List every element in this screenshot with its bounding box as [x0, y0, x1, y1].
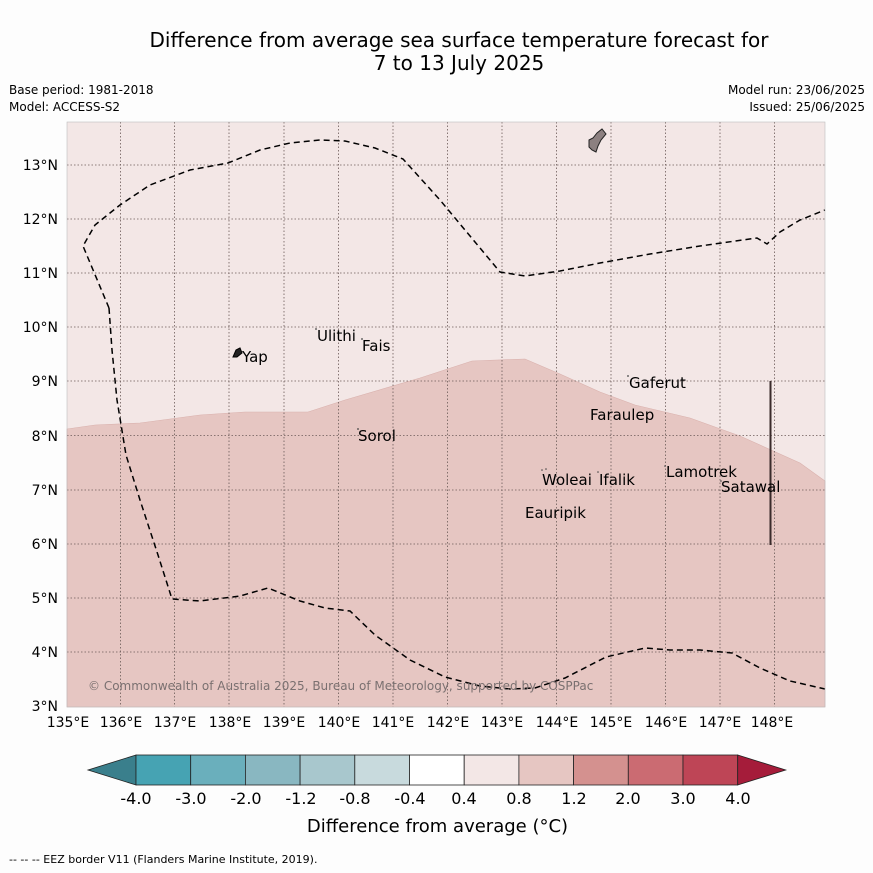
chart-title-line1: Difference from average sea surface temp…: [149, 28, 769, 52]
place-label: Faraulep: [590, 406, 654, 424]
yap-island: [232, 347, 243, 358]
colorbar-tick-label: 4.0: [725, 789, 751, 808]
place-label: Lamotrek: [666, 463, 737, 481]
lat-tick-label: 3°N: [32, 699, 58, 715]
lat-tick-label: 12°N: [23, 212, 58, 228]
chart-title-line2: 7 to 13 July 2025: [373, 51, 545, 75]
model-name: Model: ACCESS-S2: [9, 100, 121, 114]
copyright-watermark: © Commonwealth of Australia 2025, Bureau…: [88, 679, 593, 693]
lat-tick-label: 13°N: [23, 158, 58, 174]
atoll-markers: [315, 328, 722, 482]
colorbar-segment: [463, 754, 520, 786]
lon-tick-label: 138°E: [209, 715, 252, 731]
lon-tick-label: 143°E: [481, 715, 524, 731]
lon-tick-label: 144°E: [536, 715, 579, 731]
colorbar-segment: [518, 754, 575, 786]
place-label: Sorol: [358, 427, 396, 445]
colorbar-segment: [244, 754, 301, 786]
colorbar-segment: [190, 754, 246, 786]
place-label: Fais: [362, 337, 391, 355]
lat-tick-label: 8°N: [32, 429, 58, 445]
colorbar: [86, 754, 788, 786]
colorbar-tick-label: 2.0: [615, 789, 641, 808]
guam-island: [588, 128, 607, 153]
lon-tick-label: 140°E: [318, 715, 361, 731]
lon-tick-label: 145°E: [590, 715, 633, 731]
colorbar-segment: [135, 754, 192, 786]
colorbar-segment: [573, 754, 629, 786]
colorbar-tick-label: 1.2: [561, 789, 587, 808]
colorbar-tick-label: -0.8: [339, 789, 371, 808]
colorbar-segment: [682, 754, 739, 786]
colorbar-segment: [627, 754, 684, 786]
lon-tick-label: 146°E: [645, 715, 688, 731]
lon-tick-label: 147°E: [699, 715, 742, 731]
lat-tick-label: 11°N: [23, 266, 58, 282]
colorbar-segment: [299, 754, 356, 786]
eez-borders: [82, 139, 826, 690]
lon-tick-label: 142°E: [427, 715, 470, 731]
lat-tick-label: 7°N: [32, 483, 58, 499]
colorbar-tick-label: 3.0: [670, 789, 696, 808]
colorbar-tick-label: 0.4: [451, 789, 477, 808]
colorbar-segment: [354, 754, 410, 786]
lat-tick-label: 4°N: [32, 645, 58, 661]
place-label: Ifalik: [599, 471, 635, 489]
lon-tick-label: 136°E: [100, 715, 143, 731]
place-label: Gaferut: [629, 374, 686, 392]
place-label: Woleai: [542, 471, 592, 489]
lon-tick-label: 148°E: [751, 715, 794, 731]
place-label: Eauripik: [525, 504, 586, 522]
lon-tick-label: 139°E: [263, 715, 306, 731]
lon-tick-label: 137°E: [154, 715, 197, 731]
model-run: Model run: 23/06/2025: [727, 83, 865, 97]
issued-date: Issued: 25/06/2025: [749, 100, 865, 114]
lat-tick-label: 10°N: [23, 320, 58, 336]
base-period: Base period: 1981-2018: [9, 83, 154, 97]
place-label: Satawal: [721, 478, 780, 496]
lon-tick-label: 135°E: [47, 715, 90, 731]
grid-lines: [67, 122, 825, 707]
colorbar-extend-high: [737, 754, 788, 786]
colorbar-segment: [409, 754, 465, 786]
place-label: Ulithi: [317, 327, 356, 345]
colorbar-tick-label: -0.4: [394, 789, 426, 808]
lat-tick-label: 5°N: [32, 591, 58, 607]
colorbar-extend-low: [86, 754, 137, 786]
plot-frame: [66, 121, 826, 708]
anomaly-band-medium: [66, 358, 826, 708]
lon-tick-label: 141°E: [372, 715, 415, 731]
eez-credit: -- -- -- EEZ border V11 (Flanders Marine…: [9, 853, 318, 866]
colorbar-tick-label: -2.0: [230, 789, 262, 808]
colorbar-tick-label: 0.8: [506, 789, 532, 808]
colorbar-title: Difference from average (°C): [306, 816, 569, 837]
place-label: Yap: [241, 348, 268, 366]
colorbar-tick-label: -3.0: [175, 789, 207, 808]
lat-tick-label: 9°N: [32, 374, 58, 390]
colorbar-tick-label: -4.0: [120, 789, 152, 808]
lat-tick-label: 6°N: [32, 537, 58, 553]
colorbar-tick-label: -1.2: [285, 789, 317, 808]
